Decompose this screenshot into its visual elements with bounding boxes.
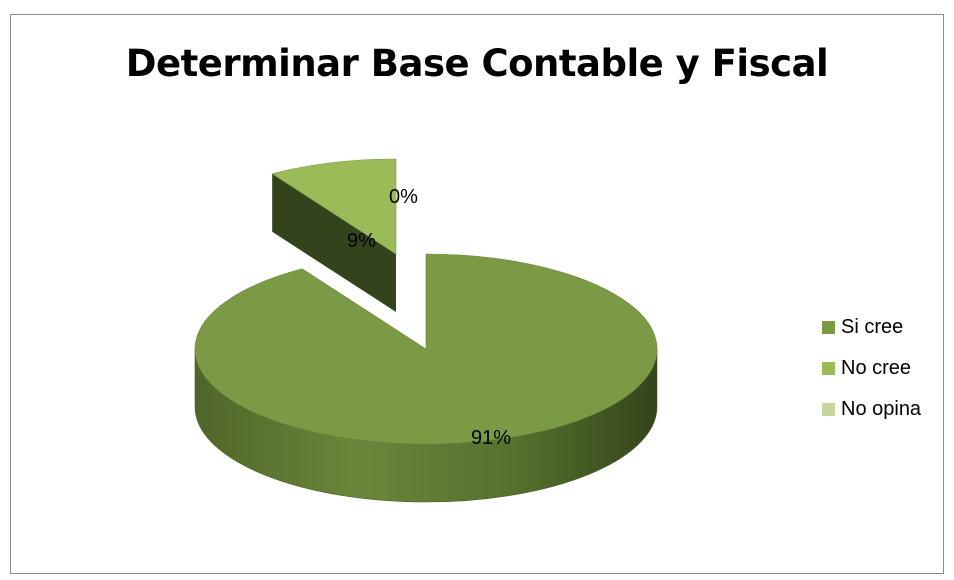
- legend-item-si-cree: Si cree: [822, 314, 921, 340]
- legend-swatch: [822, 320, 835, 334]
- data-label-si-cree: 91%: [471, 427, 511, 449]
- legend-item-no-opina: No opina: [822, 396, 921, 422]
- legend-label: No opina: [841, 397, 922, 420]
- legend-label: Si cree: [841, 315, 904, 338]
- pie-slice-si-cree-top: [194, 253, 658, 445]
- pie-slice-si-cree: [194, 253, 658, 503]
- legend-label: No cree: [841, 356, 912, 379]
- pie-slice-no-cree-top: [271, 158, 397, 255]
- pie-slice-no-cree: [271, 158, 397, 312]
- chart-title: Determinar Base Contable y Fiscal: [125, 42, 829, 85]
- data-label-no-opina: 0%: [389, 186, 418, 208]
- legend-swatch: [822, 402, 835, 416]
- pie-slice-no-cree-face: [272, 173, 396, 312]
- data-label-no-cree: 9%: [347, 230, 376, 252]
- legend: Si cree No cree No opina: [822, 314, 921, 437]
- legend-swatch: [822, 361, 835, 375]
- legend-item-no-cree: No cree: [822, 355, 921, 381]
